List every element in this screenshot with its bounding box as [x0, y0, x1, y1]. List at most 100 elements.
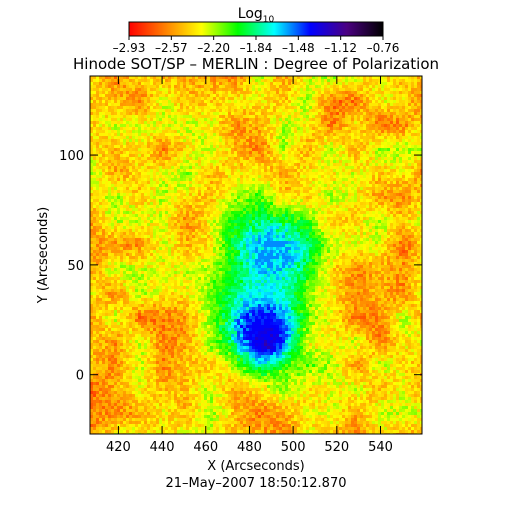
heatmap-cell — [264, 112, 267, 115]
heatmap-cell — [315, 94, 318, 97]
heatmap-cell — [360, 79, 363, 82]
heatmap-cell — [231, 115, 234, 118]
heatmap-cell — [144, 79, 147, 82]
heatmap-cell — [420, 124, 422, 127]
heatmap-cell — [324, 124, 327, 127]
heatmap-cell — [381, 76, 384, 79]
heatmap-cell — [348, 178, 351, 181]
heatmap-cell — [117, 184, 120, 187]
heatmap-cell — [420, 196, 422, 199]
heatmap-cell — [294, 184, 297, 187]
heatmap-cell — [174, 106, 177, 109]
heatmap-cell — [93, 205, 96, 208]
heatmap-cell — [339, 103, 342, 106]
heatmap-cell — [153, 136, 156, 139]
heatmap-cell — [291, 106, 294, 109]
heatmap-cell — [354, 166, 357, 169]
heatmap-cell — [243, 82, 246, 85]
heatmap-cell — [153, 151, 156, 154]
heatmap-cell — [375, 196, 378, 199]
heatmap-cell — [339, 109, 342, 112]
heatmap-cell — [321, 178, 324, 181]
heatmap-cell — [360, 184, 363, 187]
heatmap-cell — [399, 181, 402, 184]
heatmap-cell — [165, 94, 168, 97]
heatmap-cell — [231, 163, 234, 166]
heatmap-cell — [345, 121, 348, 124]
heatmap-cell — [276, 79, 279, 82]
heatmap-cell — [255, 121, 258, 124]
heatmap-cell — [306, 169, 309, 172]
heatmap-cell — [375, 127, 378, 130]
heatmap-cell — [420, 199, 422, 202]
heatmap-cell — [414, 91, 417, 94]
heatmap-cell — [192, 187, 195, 190]
heatmap-cell — [90, 121, 93, 124]
heatmap-cell — [417, 91, 420, 94]
heatmap-cell — [216, 94, 219, 97]
heatmap-cell — [279, 196, 282, 199]
heatmap-cell — [108, 97, 111, 100]
heatmap-cell — [372, 169, 375, 172]
heatmap-cell — [420, 118, 422, 121]
heatmap-cell — [225, 79, 228, 82]
heatmap-cell — [156, 79, 159, 82]
heatmap-cell — [249, 199, 252, 202]
heatmap-cell — [138, 187, 141, 190]
heatmap-cell — [243, 190, 246, 193]
heatmap-cell — [306, 118, 309, 121]
heatmap-cell — [399, 112, 402, 115]
heatmap-cell — [270, 76, 273, 79]
heatmap-cell — [387, 94, 390, 97]
heatmap-cell — [141, 118, 144, 121]
heatmap-cell — [111, 166, 114, 169]
heatmap-cell — [285, 127, 288, 130]
heatmap-cell — [93, 175, 96, 178]
heatmap-cell — [345, 160, 348, 163]
heatmap-cell — [195, 145, 198, 148]
heatmap-cell — [318, 121, 321, 124]
heatmap-cell — [261, 118, 264, 121]
heatmap-cell — [279, 121, 282, 124]
heatmap-cell — [405, 112, 408, 115]
heatmap-cell — [135, 112, 138, 115]
heatmap-cell — [291, 121, 294, 124]
heatmap-cell — [318, 85, 321, 88]
heatmap-cell — [249, 193, 252, 196]
heatmap-cell — [276, 160, 279, 163]
heatmap-cell — [150, 139, 153, 142]
heatmap-cell — [249, 208, 252, 211]
heatmap-cell — [234, 109, 237, 112]
heatmap-cell — [351, 94, 354, 97]
heatmap-cell — [153, 202, 156, 205]
heatmap-cell — [105, 136, 108, 139]
heatmap-cell — [360, 151, 363, 154]
heatmap-cell — [273, 202, 276, 205]
heatmap-cell — [279, 115, 282, 118]
heatmap-cell — [387, 85, 390, 88]
heatmap-cell — [330, 97, 333, 100]
heatmap-cell — [228, 166, 231, 169]
heatmap-cell — [288, 175, 291, 178]
heatmap-cell — [378, 91, 381, 94]
heatmap-cell — [393, 133, 396, 136]
heatmap-cell — [93, 124, 96, 127]
heatmap-cell — [102, 172, 105, 175]
heatmap-cell — [219, 79, 222, 82]
heatmap-cell — [333, 178, 336, 181]
heatmap-cell — [384, 118, 387, 121]
heatmap-cell — [231, 94, 234, 97]
heatmap-cell — [288, 139, 291, 142]
heatmap-cell — [324, 115, 327, 118]
heatmap-cell — [417, 106, 420, 109]
heatmap-cell — [213, 133, 216, 136]
heatmap-cell — [147, 103, 150, 106]
heatmap-cell — [276, 130, 279, 133]
heatmap-cell — [282, 205, 285, 208]
heatmap-cell — [297, 97, 300, 100]
heatmap-cell — [393, 166, 396, 169]
heatmap-cell — [357, 151, 360, 154]
heatmap-cell — [294, 130, 297, 133]
heatmap-cell — [354, 142, 357, 145]
heatmap-cell — [393, 136, 396, 139]
